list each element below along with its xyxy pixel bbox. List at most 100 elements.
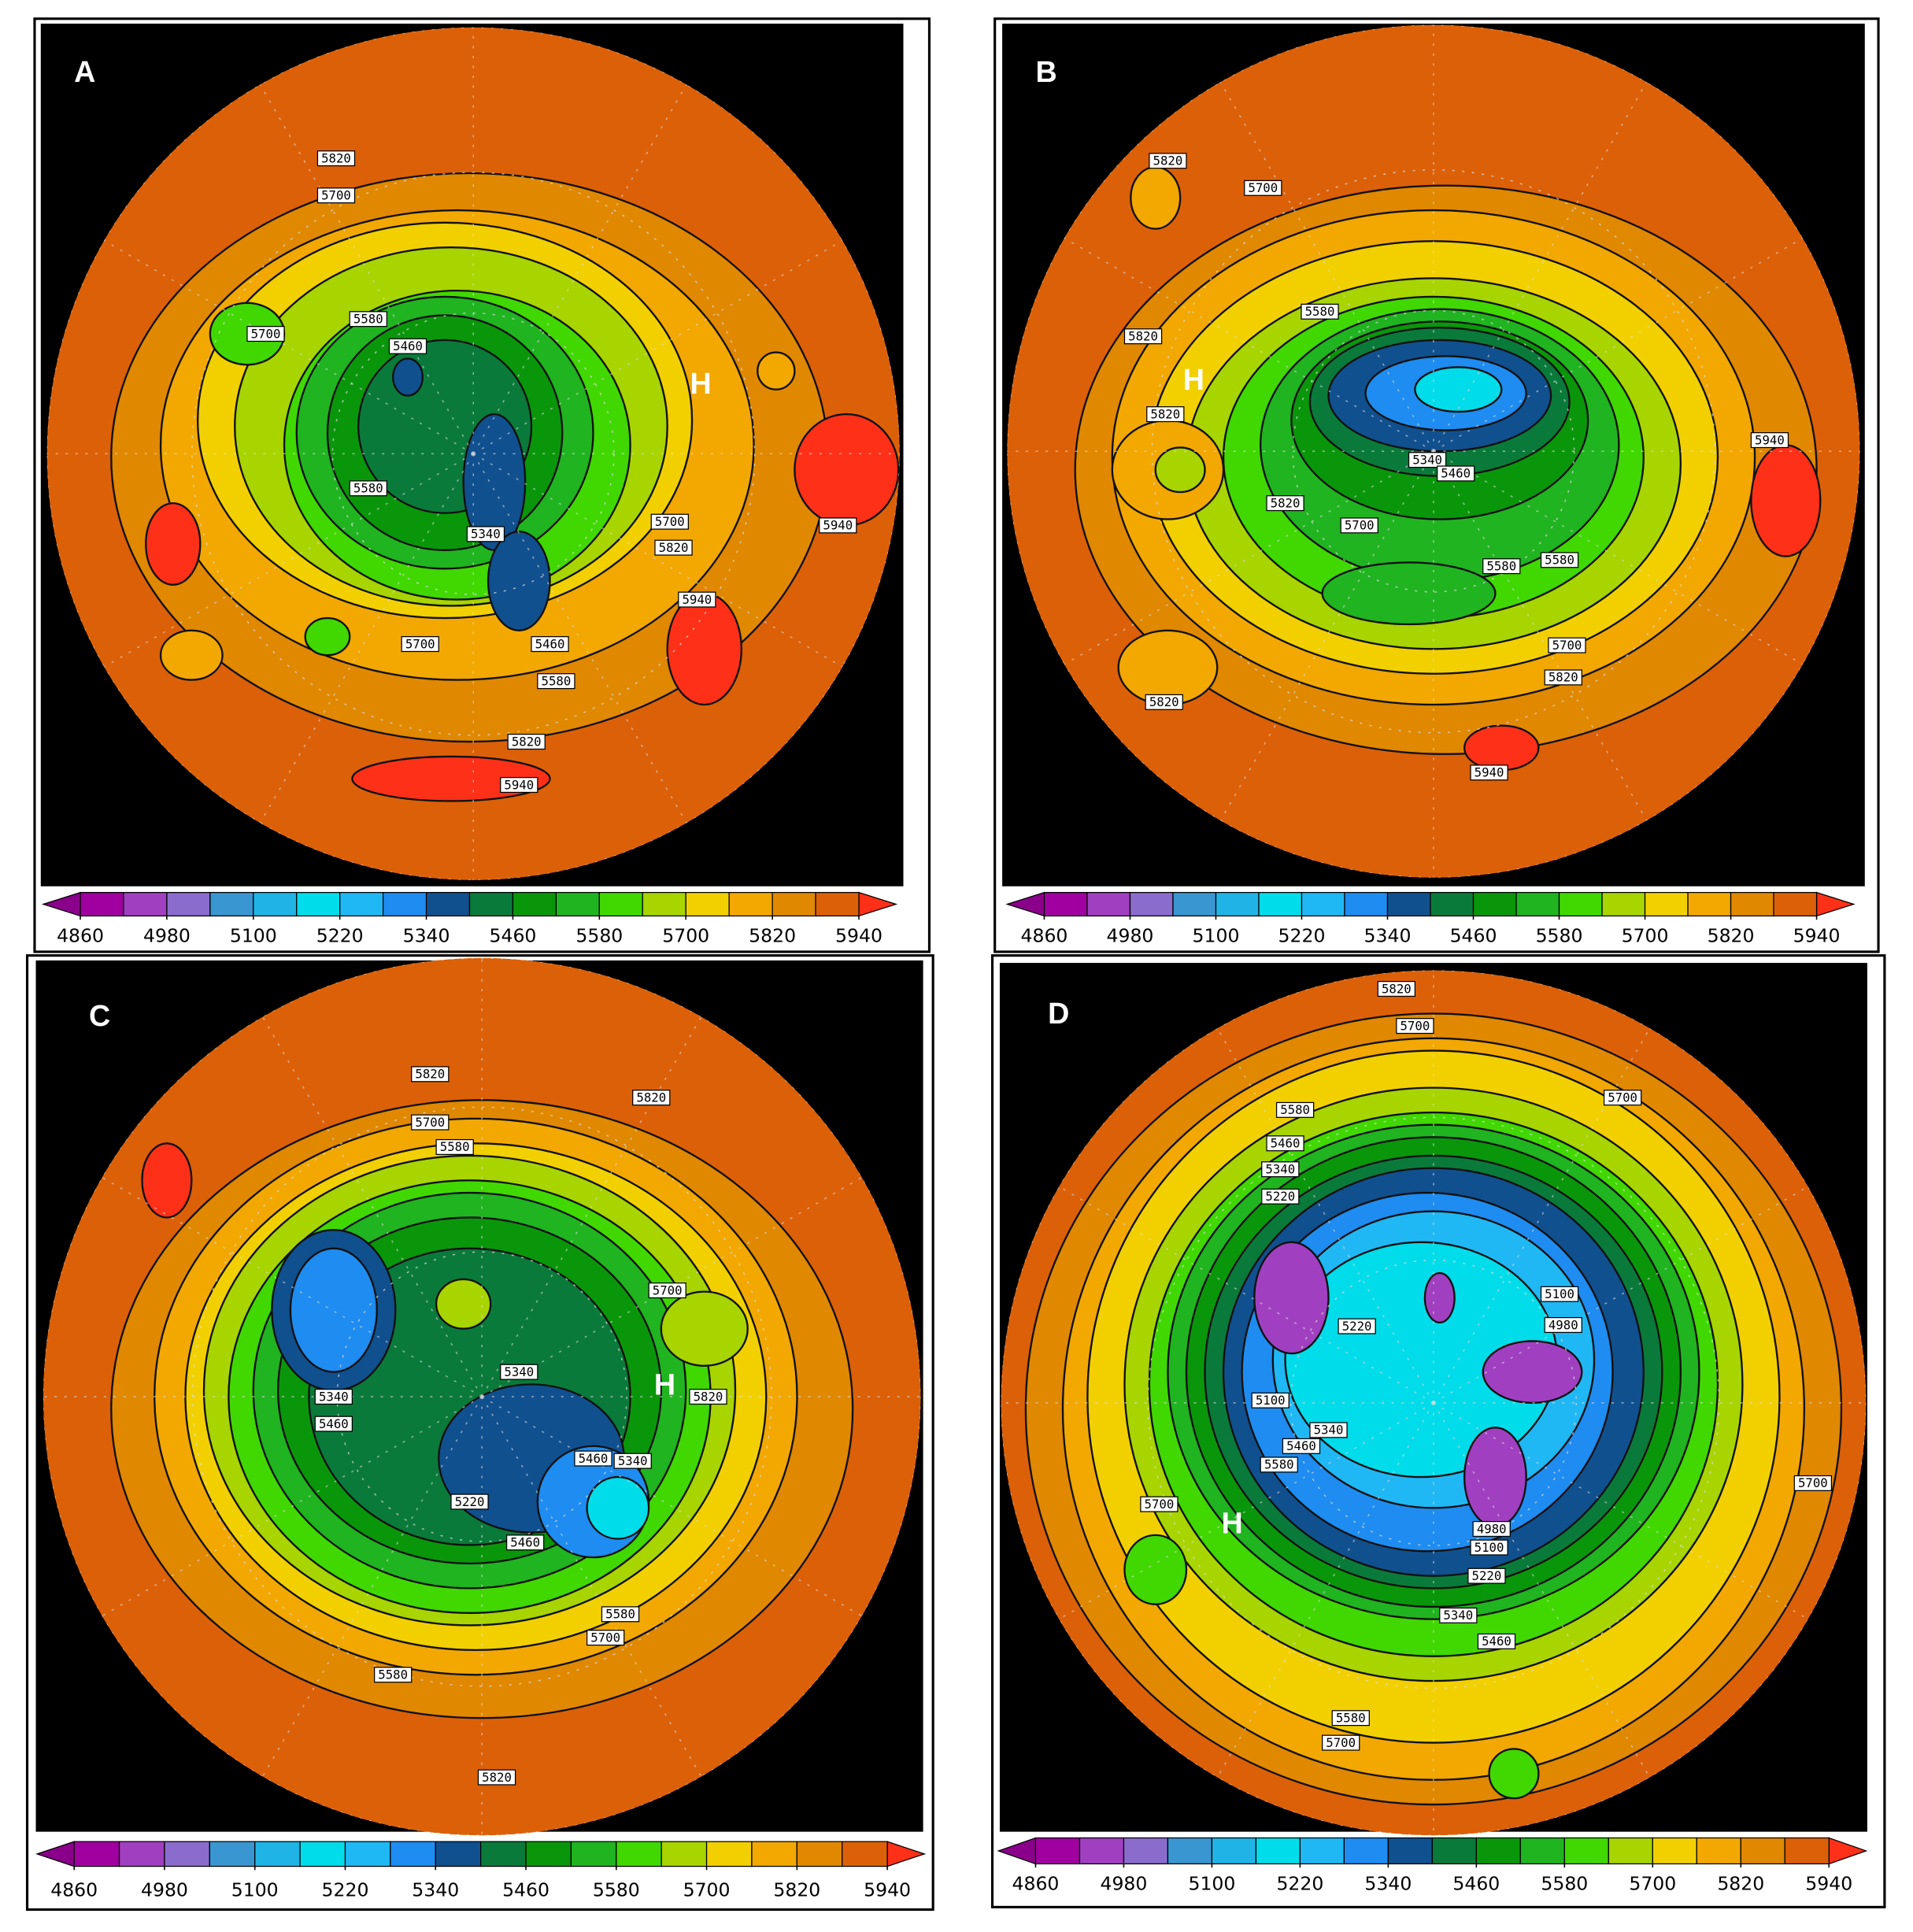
- contour-label: 5820: [321, 150, 351, 165]
- contour-label-box: [531, 636, 569, 653]
- contour-label-box: [374, 1667, 413, 1683]
- contour-label: 5580: [1264, 1457, 1294, 1472]
- colorbar-tick-label: 5940: [1793, 925, 1841, 947]
- colorbar-box: [1652, 1837, 1697, 1865]
- colorbar-box: [616, 1841, 662, 1867]
- colorbar-box: [1129, 891, 1174, 917]
- colorbar-box: [390, 1841, 436, 1867]
- height-region: [1482, 1340, 1583, 1405]
- contour-label-box: [1437, 465, 1475, 482]
- colorbar-tick-label: 5460: [490, 925, 537, 947]
- colorbar-box: [1430, 891, 1475, 917]
- contour-label-box: [1123, 328, 1163, 345]
- contour-label-box: [1282, 1438, 1321, 1454]
- colorbar-box: [435, 1841, 482, 1867]
- colorbar-tick-label: 5580: [1536, 925, 1583, 947]
- contour-label-box: [314, 1389, 353, 1405]
- contour-label: 5700: [321, 188, 351, 203]
- colorbar-box: [296, 891, 341, 917]
- contour-label-box: [411, 1114, 450, 1131]
- colorbar-box: [164, 1841, 210, 1867]
- meridian: [261, 1396, 483, 1778]
- height-region: [1463, 1427, 1527, 1528]
- colorbar-box: [1034, 1837, 1081, 1865]
- height-region: [1750, 444, 1822, 557]
- colorbar-tick-label: 5220: [1278, 925, 1326, 947]
- colorbar-box: [1344, 891, 1389, 917]
- map: [46, 27, 900, 880]
- contour-label: 5340: [1412, 452, 1442, 467]
- contour-label-box: [450, 1493, 489, 1510]
- colorbar-box: [1644, 891, 1689, 917]
- colorbar-tick-label: 4860: [57, 925, 104, 947]
- contour-label-box: [648, 1282, 686, 1299]
- contour-label-box: [1439, 1607, 1478, 1623]
- contour-label: 5340: [1443, 1608, 1473, 1623]
- contour-label: 5460: [579, 1451, 609, 1466]
- colorbar-box: [480, 1841, 527, 1867]
- meridian: [261, 1016, 483, 1397]
- contour-label: 5580: [353, 312, 383, 327]
- panel-label: C: [89, 999, 110, 1032]
- colorbar-tick-label: 5340: [1364, 1873, 1412, 1895]
- contour-label: 5100: [1545, 1286, 1574, 1301]
- colorbar-box: [1431, 1837, 1477, 1865]
- contour-label: 5460: [1482, 1634, 1512, 1649]
- height-region: [145, 502, 202, 586]
- colorbar-tick-label: 5220: [1276, 1873, 1323, 1895]
- colorbar-tick-label: 4980: [143, 925, 191, 947]
- contour-label-box: [650, 513, 689, 530]
- colorbar-box: [705, 1841, 753, 1867]
- height-region: [159, 629, 224, 681]
- contour-label: 5820: [659, 540, 689, 555]
- colorbar-box: [815, 891, 860, 917]
- high-label: H: [1183, 363, 1204, 396]
- colorbar-box: [1215, 891, 1260, 917]
- contour-label: 5340: [471, 527, 501, 542]
- colorbar-box: [254, 1841, 301, 1867]
- contour-label: 5460: [319, 1416, 349, 1431]
- high-label: H: [690, 367, 711, 400]
- contour-label: 5940: [504, 777, 534, 792]
- colorbar-box: [1301, 891, 1345, 917]
- colorbar-tick-label: 5100: [1188, 1873, 1235, 1895]
- colorbar-box: [570, 1841, 617, 1867]
- contour-label-box: [1145, 694, 1183, 710]
- contour-label-box: [1467, 1567, 1506, 1584]
- contour-label-box: [1338, 1318, 1376, 1334]
- meridian: [103, 239, 474, 455]
- height-region: [1253, 1241, 1330, 1355]
- contour-label: 5940: [823, 518, 853, 533]
- colorbar-box: [1730, 891, 1774, 917]
- contour-label-box: [1149, 153, 1187, 169]
- contour-label-box: [1340, 517, 1378, 534]
- panel: A H 5820 5700 5700 5580 5460 5580 5340 5700 5820 59…: [33, 17, 931, 953]
- panel-label: A: [74, 55, 95, 88]
- contour-label: 5820: [694, 1389, 723, 1404]
- high-label: H: [1221, 1506, 1242, 1539]
- meridian: [1219, 81, 1434, 452]
- contour-label: 5700: [1798, 1475, 1828, 1490]
- contour-label-box: [1396, 1018, 1434, 1034]
- colorbar-box: [751, 1841, 797, 1867]
- contour-label-box: [1260, 1456, 1298, 1473]
- contour-label: 5100: [1475, 1540, 1504, 1555]
- meridian: [102, 1396, 483, 1617]
- colorbar-tick-label: 5100: [231, 1878, 279, 1901]
- colorbar-box: [299, 1841, 346, 1867]
- colorbar-tick-label: 5820: [749, 925, 796, 947]
- colorbar-box: [1387, 1837, 1433, 1865]
- contour-label-box: [1470, 1539, 1508, 1556]
- contour-label-box: [1540, 1286, 1579, 1302]
- contour-label-box: [1146, 406, 1185, 423]
- contour-label-box: [477, 1769, 516, 1786]
- colorbar-box: [166, 891, 211, 917]
- contour-label: 5220: [455, 1494, 485, 1509]
- colorbar-tick-label: 5460: [1450, 925, 1497, 947]
- colorbar-tick-label: 5220: [322, 1878, 369, 1901]
- height-region: [1117, 629, 1219, 706]
- colorbar-box: [728, 891, 773, 917]
- contour-label-box: [1244, 180, 1282, 196]
- height-region: [794, 413, 900, 527]
- colorbar-box: [1086, 891, 1131, 917]
